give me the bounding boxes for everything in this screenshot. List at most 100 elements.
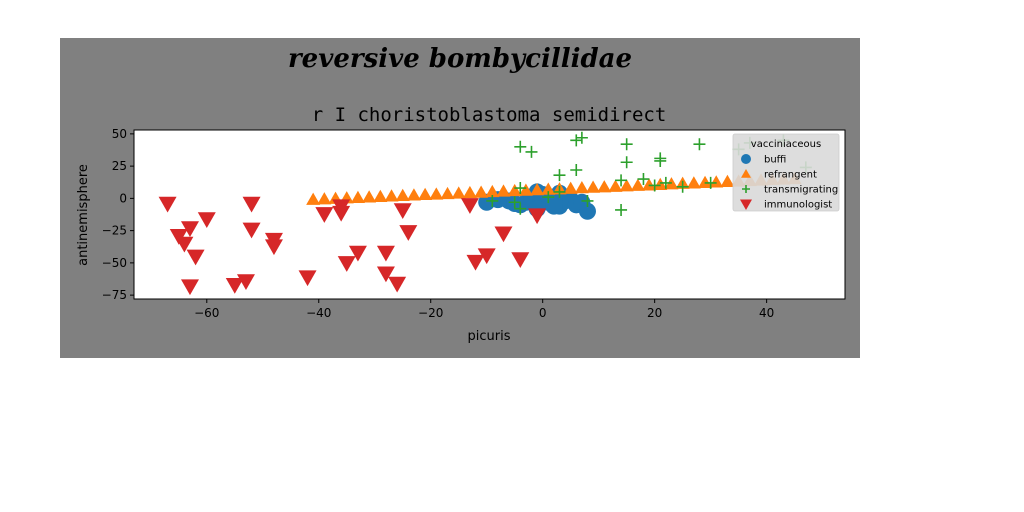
data-point-transmigrating <box>570 163 583 176</box>
legend-label-refrangent: refrangent <box>764 170 817 181</box>
data-point-immunologist <box>298 270 317 287</box>
data-point-refrangent <box>395 188 410 202</box>
data-point-refrangent <box>496 184 511 197</box>
data-point-immunologist <box>180 279 199 296</box>
x-tick-label: −60 <box>194 306 219 320</box>
data-point-immunologist <box>388 276 407 293</box>
data-point-refrangent <box>317 192 332 205</box>
data-point-immunologist <box>477 248 496 265</box>
data-point-transmigrating <box>654 154 667 167</box>
data-point-transmigrating <box>659 176 672 189</box>
data-point-refrangent <box>429 187 444 200</box>
y-tick-label: 25 <box>112 159 127 173</box>
data-point-refrangent <box>306 192 321 205</box>
data-point-immunologist <box>158 196 177 213</box>
data-point-refrangent <box>530 182 545 196</box>
data-point-refrangent <box>373 189 388 202</box>
legend-entries: buffi refrangent transmigrating immunologis… <box>740 154 838 211</box>
data-point-transmigrating <box>615 174 628 187</box>
data-point-refrangent <box>586 180 601 193</box>
figure-panel: reversive bombycillidae r I choristoblas… <box>60 38 860 358</box>
scatter-chart: r I choristoblastoma semidirect −60 −40 −2… <box>76 104 846 344</box>
x-tick-label: 0 <box>539 306 547 320</box>
data-point-refrangent <box>362 190 377 203</box>
data-point-refrangent <box>451 186 466 199</box>
data-point-buffi <box>578 202 596 220</box>
data-point-transmigrating <box>648 179 661 192</box>
data-point-refrangent <box>698 175 713 189</box>
data-point-transmigrating <box>620 156 633 169</box>
data-point-refrangent <box>418 187 433 201</box>
x-tick-label: −40 <box>306 306 331 320</box>
data-point-refrangent <box>541 182 556 195</box>
data-point-refrangent <box>350 190 365 203</box>
data-point-refrangent <box>563 181 578 194</box>
data-point-immunologist <box>466 254 485 271</box>
data-point-refrangent <box>597 180 612 193</box>
data-point-refrangent <box>507 183 522 197</box>
legend-marker-transmigrating <box>742 185 750 193</box>
data-point-refrangent <box>384 189 399 202</box>
data-point-immunologist <box>236 274 255 290</box>
data-point-immunologist <box>315 207 334 223</box>
data-point-refrangent <box>619 179 634 192</box>
data-point-immunologist <box>494 226 513 243</box>
data-point-transmigrating <box>514 202 527 215</box>
chart-title: r I choristoblastoma semidirect <box>312 104 667 126</box>
data-point-transmigrating <box>553 169 566 182</box>
data-point-transmigrating <box>525 145 538 158</box>
legend-marker-buffi <box>741 154 751 164</box>
legend: vacciniaceous buffi refrangent transmigrat… <box>732 133 840 212</box>
data-point-immunologist <box>348 245 367 262</box>
data-point-refrangent <box>485 184 500 198</box>
data-point-refrangent <box>686 176 701 189</box>
plot-area <box>133 129 846 300</box>
data-point-refrangent <box>574 181 589 194</box>
legend-label-immunologist: immunologist <box>764 200 832 211</box>
data-point-buffi <box>545 197 563 215</box>
axis-ticks: −60 −40 −20 0 20 40 50 25 0 −25 −50 −75 <box>102 127 775 320</box>
data-point-refrangent <box>518 183 533 196</box>
data-point-transmigrating <box>542 191 555 204</box>
data-point-transmigrating <box>676 180 689 193</box>
legend-marker-refrangent <box>741 169 751 178</box>
legend-label-transmigrating: transmigrating <box>764 185 838 196</box>
data-point-refrangent <box>608 179 623 192</box>
data-point-immunologist <box>399 225 418 241</box>
legend-marker-immunologist <box>740 199 752 210</box>
data-point-immunologist <box>180 221 199 238</box>
y-tick-label: 50 <box>112 127 127 141</box>
x-tick-label: −20 <box>418 306 443 320</box>
x-tick-label: 20 <box>647 306 662 320</box>
legend-label-buffi: buffi <box>764 155 786 166</box>
data-point-transmigrating <box>615 203 628 216</box>
data-point-immunologist <box>264 239 283 256</box>
data-point-immunologist <box>242 196 261 213</box>
data-point-transmigrating <box>486 194 499 207</box>
data-point-refrangent <box>440 186 455 200</box>
data-point-immunologist <box>337 256 356 272</box>
data-point-refrangent <box>474 185 489 198</box>
y-tick-label: 0 <box>119 191 127 205</box>
data-point-immunologist <box>460 198 479 214</box>
series-immunologist <box>158 196 547 296</box>
data-point-transmigrating <box>514 182 527 195</box>
x-axis-label: picuris <box>468 329 511 344</box>
y-axis-label: antinemisphere <box>76 164 91 266</box>
data-marks <box>158 131 812 296</box>
data-point-refrangent <box>720 174 735 187</box>
data-point-refrangent <box>653 177 668 190</box>
chart-suptitle: reversive bombycillidae <box>287 44 633 74</box>
data-point-immunologist <box>225 278 244 294</box>
data-point-transmigrating <box>570 134 583 147</box>
data-point-transmigrating <box>693 138 706 151</box>
data-point-refrangent <box>462 185 477 199</box>
y-tick-label: −50 <box>102 256 127 270</box>
data-point-transmigrating <box>620 138 633 151</box>
data-point-transmigrating <box>581 194 594 207</box>
data-point-immunologist <box>393 203 412 219</box>
y-tick-label: −25 <box>102 224 127 238</box>
data-point-transmigrating <box>575 131 588 144</box>
data-point-immunologist <box>186 249 205 266</box>
data-point-immunologist <box>242 222 261 239</box>
